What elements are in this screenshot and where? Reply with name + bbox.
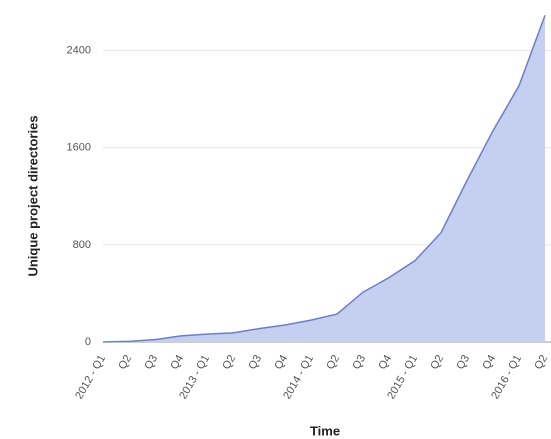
area — [103, 15, 545, 342]
x-axis-title: Time — [310, 423, 340, 438]
x-tick-label: Q2 — [116, 353, 134, 372]
y-tick-label: 1600 — [67, 142, 91, 154]
y-axis-title: Unique project directories — [25, 115, 40, 276]
x-tick-label: Q2 — [532, 353, 550, 372]
x-tick-label: Q3 — [454, 353, 472, 372]
x-tick-label: Q3 — [246, 353, 264, 372]
x-tick-label: 2012 - Q1 — [73, 353, 108, 401]
x-tick-label: Q2 — [220, 353, 238, 372]
x-tick-label: Q4 — [272, 353, 290, 372]
y-tick-label: 800 — [73, 239, 91, 251]
x-tick-label: Q3 — [350, 353, 368, 372]
y-tick-label: 0 — [85, 336, 91, 348]
line — [102, 15, 546, 343]
x-tick-label: Q4 — [480, 353, 498, 372]
x-tick-label: Q2 — [428, 353, 446, 372]
y-tick-label: 2400 — [67, 44, 91, 56]
x-tick-label: Q4 — [376, 353, 394, 372]
x-tick-label: Q4 — [168, 353, 186, 372]
x-tick-label: Q2 — [324, 353, 342, 372]
x-tick-label: Q3 — [142, 353, 160, 372]
